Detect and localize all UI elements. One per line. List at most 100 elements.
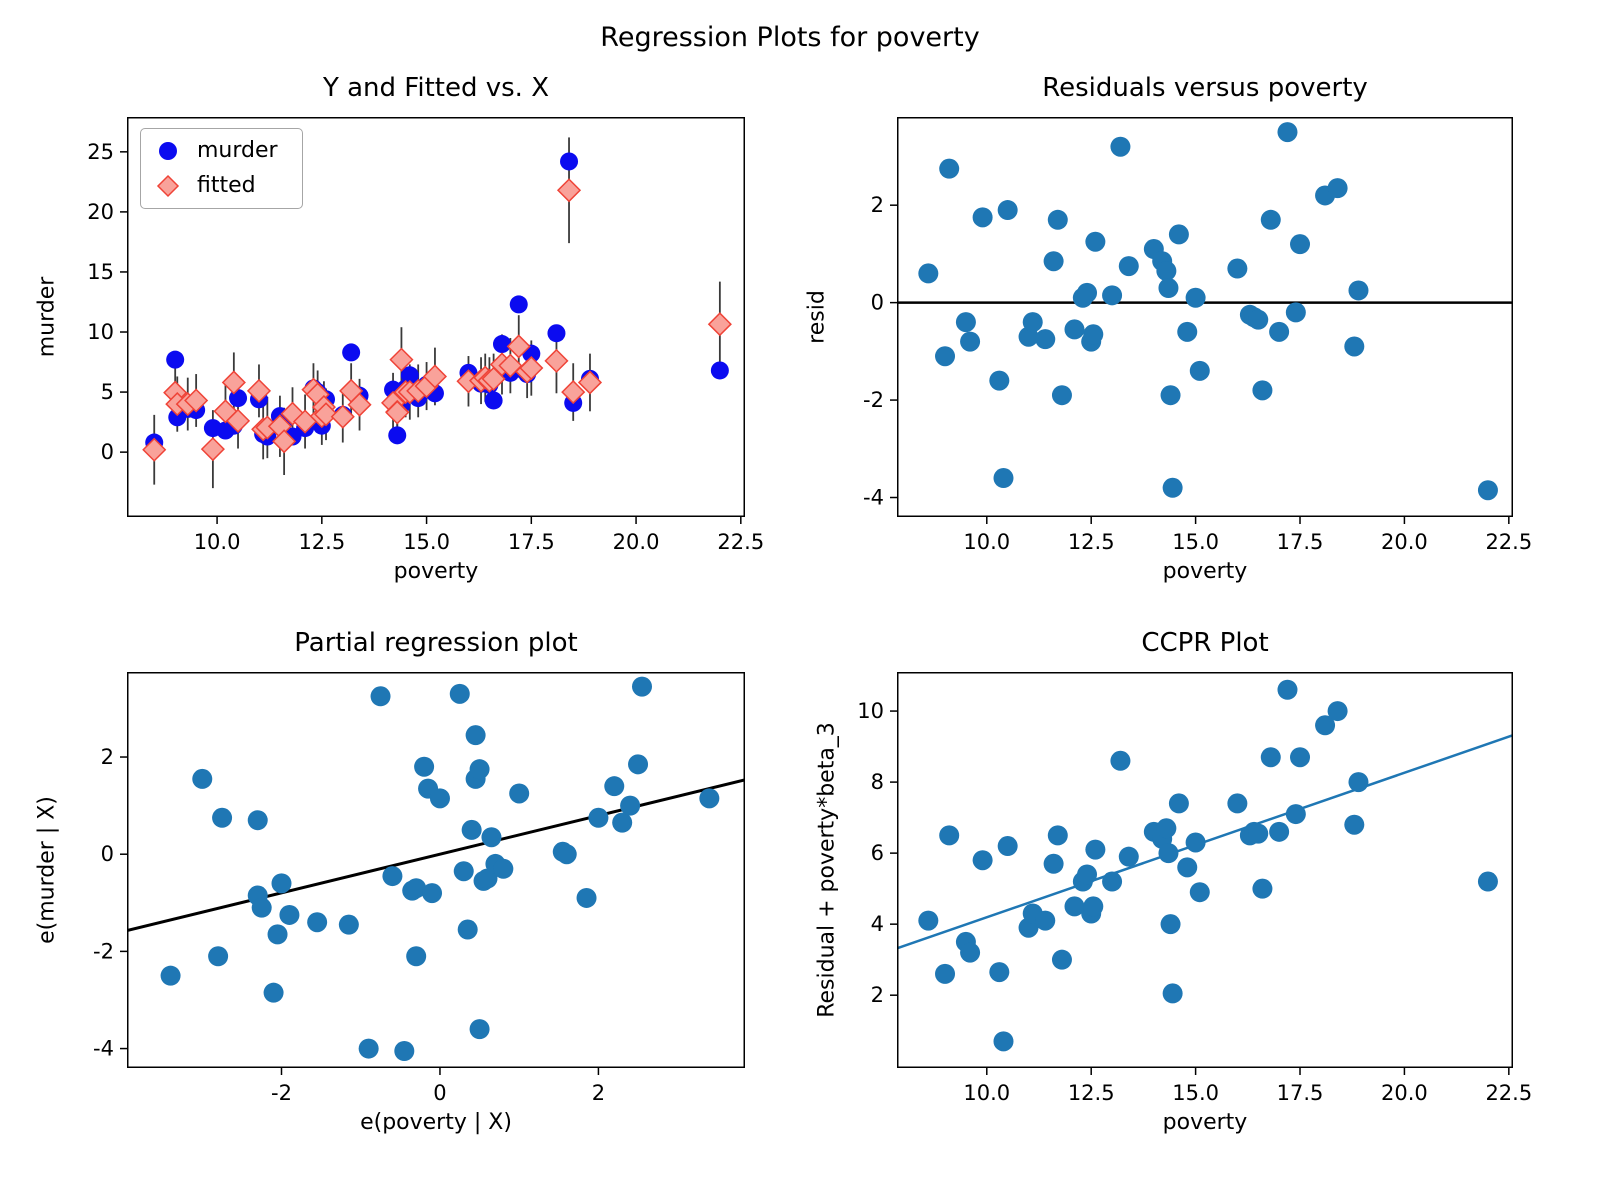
fitted-point xyxy=(313,402,339,427)
figure-suptitle: Regression Plots for poverty xyxy=(600,22,980,53)
scatter-point xyxy=(972,207,993,228)
scatter-point xyxy=(279,904,300,925)
scatter-point xyxy=(632,676,652,697)
fitted-marker-icon xyxy=(156,174,180,198)
regression-line xyxy=(127,778,745,932)
legend-label: murder xyxy=(197,138,278,163)
scatter-point xyxy=(1156,260,1177,281)
x-tick-label: 22.5 xyxy=(717,530,764,554)
scatter-point xyxy=(960,331,981,352)
scatter-point xyxy=(1168,793,1189,814)
scatter-point xyxy=(612,812,633,833)
scatter-point xyxy=(1168,224,1189,245)
scatter-point xyxy=(465,725,486,746)
scatter-point xyxy=(1327,178,1348,199)
murder-point xyxy=(509,295,528,314)
axes-frame xyxy=(897,117,1513,517)
y-tick-label: 25 xyxy=(87,140,114,164)
fitted-point xyxy=(142,437,167,462)
murder-point xyxy=(388,426,407,445)
scatter-point xyxy=(1185,832,1206,853)
y-tick-label: -2 xyxy=(93,939,114,963)
axes-partial_regression: -2 0 2 -4 -2 0 2 xyxy=(93,672,745,1105)
scatter-point xyxy=(370,686,391,707)
scatter-point xyxy=(1085,231,1106,252)
scatter-point xyxy=(338,914,359,935)
scatter-point xyxy=(699,788,720,809)
scatter-point xyxy=(989,962,1010,983)
scatter-point xyxy=(1110,750,1131,771)
scatter-point xyxy=(997,836,1018,857)
scatter-point xyxy=(576,887,597,908)
scatter-point xyxy=(271,873,292,894)
scatter-point xyxy=(1162,477,1183,498)
subplot-residuals-vs-poverty: Residuals versus poverty 10.0 12.5 15.0 17.… xyxy=(805,73,1533,584)
x-ticks: 10.0 12.5 15.0 17.5 20.0 22.5 xyxy=(963,1068,1532,1105)
y-tick-label: 2 xyxy=(871,983,884,1007)
scatter-point xyxy=(1177,857,1198,878)
murder-marker-icon xyxy=(159,142,177,160)
x-tick-label: 20.0 xyxy=(613,530,660,554)
scatter-point xyxy=(1344,814,1365,835)
axes-residuals_vs_poverty: 10.0 12.5 15.0 17.5 20.0 22.5 -4 -2 0 2 xyxy=(863,117,1532,554)
y-tick-label: -4 xyxy=(93,1037,114,1061)
axes-y_fitted_vs_x: 10.0 12.5 15.0 17.5 20.0 22.5 0 5 10 15 20 25 xyxy=(87,117,764,554)
y-tick-label: 2 xyxy=(101,745,114,769)
fitted-point xyxy=(184,388,209,413)
scatter-point xyxy=(358,1038,379,1059)
scatter-point xyxy=(1035,910,1056,931)
x-axis-label: poverty xyxy=(1162,559,1248,584)
scatter-point xyxy=(251,897,272,918)
scatter-point xyxy=(1477,480,1498,501)
scatter-point xyxy=(1160,385,1181,406)
scatter-point xyxy=(935,346,956,367)
scatter-point xyxy=(267,924,288,945)
scatter-point xyxy=(1227,793,1248,814)
scatter-point xyxy=(160,965,181,986)
scatter-point xyxy=(1162,983,1183,1004)
legend-label: fitted xyxy=(197,173,256,198)
y-tick-label: 0 xyxy=(101,440,114,464)
x-tick-label: 17.5 xyxy=(1277,1081,1324,1105)
scatter-points xyxy=(918,122,1498,501)
scatter-point xyxy=(620,795,641,816)
scatter-point xyxy=(1269,821,1290,842)
scatter-point xyxy=(918,263,939,284)
x-tick-label: 22.5 xyxy=(1485,1081,1532,1105)
murder-point xyxy=(484,391,503,410)
scatter-point xyxy=(1344,336,1365,357)
x-tick-label: 10.0 xyxy=(194,530,241,554)
scatter-point xyxy=(588,807,609,828)
scatter-point xyxy=(453,861,474,882)
murder-point xyxy=(710,361,729,380)
scatter-point xyxy=(993,1031,1014,1052)
scatter-point xyxy=(1035,329,1056,350)
scatter-point xyxy=(1047,209,1068,230)
x-tick-label: 2 xyxy=(592,1081,605,1105)
fitted-point xyxy=(707,312,732,337)
x-tick-label: 17.5 xyxy=(1277,530,1324,554)
scatter-point xyxy=(1277,122,1298,143)
scatter-point xyxy=(1252,380,1273,401)
scatter-point xyxy=(406,946,427,967)
y-tick-label: -4 xyxy=(863,486,884,510)
scatter-point xyxy=(1051,949,1072,970)
scatter-point xyxy=(382,866,403,887)
scatter-point xyxy=(1110,136,1131,157)
fitted-point xyxy=(246,378,272,403)
fitted-point xyxy=(506,334,531,359)
scatter-point xyxy=(1285,804,1306,825)
scatter-point xyxy=(1315,715,1336,736)
scatter-point xyxy=(509,783,530,804)
y-tick-label: 8 xyxy=(871,770,884,794)
y-tick-label: 15 xyxy=(87,260,114,284)
axes-frame xyxy=(127,117,745,517)
scatter-point xyxy=(1185,287,1206,308)
scatter-point xyxy=(457,919,478,940)
fitted-point xyxy=(200,437,225,462)
fitted-point xyxy=(556,178,582,203)
scatter-point xyxy=(1348,280,1369,301)
y-tick-label: 20 xyxy=(87,200,114,224)
scatter-point xyxy=(1047,825,1068,846)
legend-item-fitted: fitted xyxy=(154,173,278,199)
